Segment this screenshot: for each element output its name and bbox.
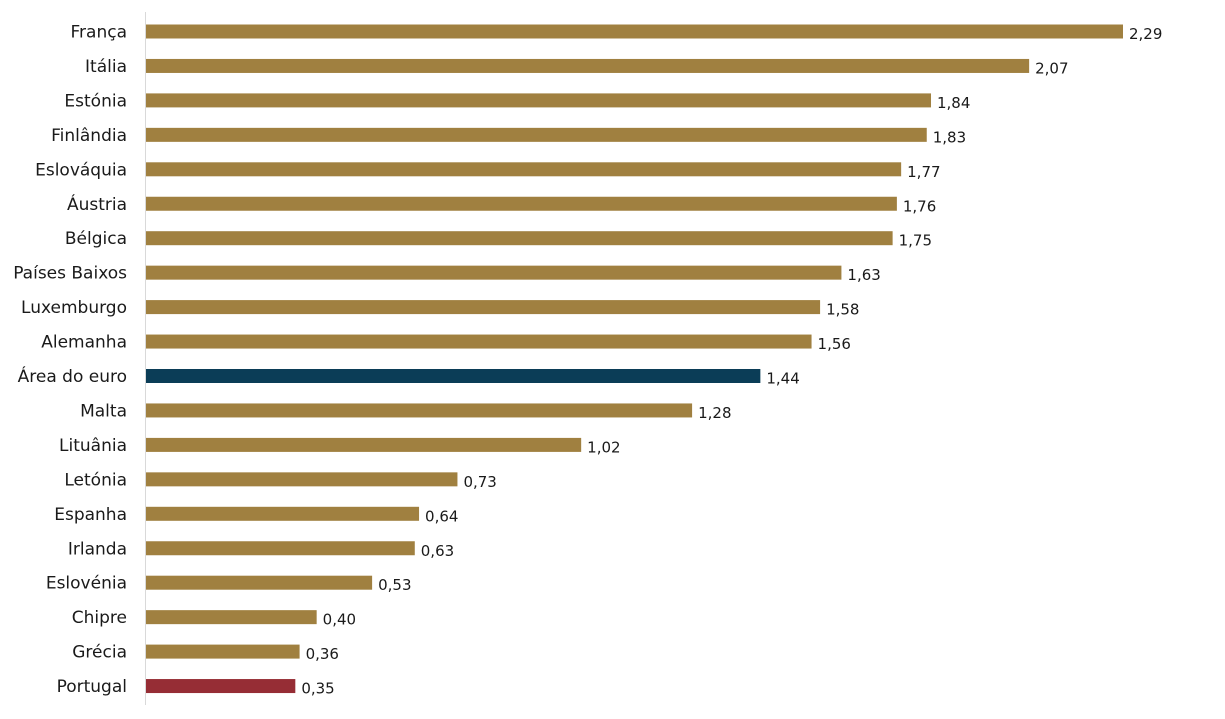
value-label-franca: 2,29 [1129,25,1162,43]
bar-finlandia [146,127,927,142]
category-label-lituania: Lituânia [59,436,127,456]
bar-estonia [146,93,932,108]
value-label-italia: 2,07 [1035,59,1068,77]
category-label-belgica: Bélgica [65,229,127,249]
category-label-estonia: Estónia [64,91,127,111]
category-label-franca: França [71,23,128,43]
category-label-letonia: Letónia [64,470,127,490]
value-label-luxemburgo: 1,58 [826,301,859,319]
value-label-eslovenia: 0,53 [378,576,411,594]
value-label-lituania: 1,02 [587,438,620,456]
value-label-area-do-euro: 1,44 [766,370,799,388]
category-label-italia: Itália [85,57,127,77]
bar-espanha [146,506,420,521]
bar-lituania [146,437,582,452]
category-label-malta: Malta [80,401,127,421]
category-label-luxemburgo: Luxemburgo [21,298,127,318]
bar-area-do-euro [146,369,761,383]
value-label-belgica: 1,75 [899,232,932,250]
bar-letonia [146,472,458,487]
category-labels-group: França Itália Estónia Finlândia Eslováquia Áu… [13,23,127,698]
bar-paises-baixos [146,265,842,280]
category-label-finlandia: Finlândia [51,126,127,146]
value-label-letonia: 0,73 [463,473,496,491]
bar-belgica [146,231,893,246]
category-label-grecia: Grécia [72,643,127,663]
value-label-malta: 1,28 [698,404,731,422]
value-label-espanha: 0,64 [425,507,458,525]
bar-eslovenia [146,575,373,590]
category-label-chipre: Chipre [72,608,127,628]
bar-grecia [146,644,300,659]
bar-eslovaquia [146,162,902,177]
bar-italia [146,58,1030,73]
bar-austria [146,196,897,211]
category-label-alemanha: Alemanha [41,333,127,353]
value-label-grecia: 0,36 [306,645,339,663]
value-label-irlanda: 0,63 [421,542,454,560]
bar-malta [146,403,693,418]
category-label-area-do-euro: Área do euro [18,365,127,387]
bar-portugal [146,679,296,694]
category-label-irlanda: Irlanda [68,539,127,559]
value-label-alemanha: 1,56 [818,335,851,353]
value-label-eslovaquia: 1,77 [907,163,940,181]
category-label-portugal: Portugal [57,677,127,697]
bars-group [146,24,1123,694]
value-labels-group: 2,29 2,07 1,84 1,83 1,77 1,76 1,75 1,63 1,58 1,56… [301,25,1162,698]
category-label-paises-baixos: Países Baixos [13,264,127,284]
category-label-espanha: Espanha [54,505,127,525]
value-label-portugal: 0,35 [301,680,334,698]
bar-alemanha [146,334,812,349]
category-label-eslovenia: Eslovénia [46,574,127,594]
value-label-austria: 1,76 [903,197,936,215]
category-label-eslovaquia: Eslováquia [35,160,127,180]
bar-chipre [146,610,317,625]
category-label-austria: Áustria [67,193,127,215]
value-label-chipre: 0,40 [323,611,356,629]
value-label-estonia: 1,84 [937,94,970,112]
bar-luxemburgo [146,300,821,315]
bar-irlanda [146,541,415,556]
value-label-paises-baixos: 1,63 [847,266,880,284]
bar-franca [146,24,1123,39]
value-label-finlandia: 1,83 [933,128,966,146]
